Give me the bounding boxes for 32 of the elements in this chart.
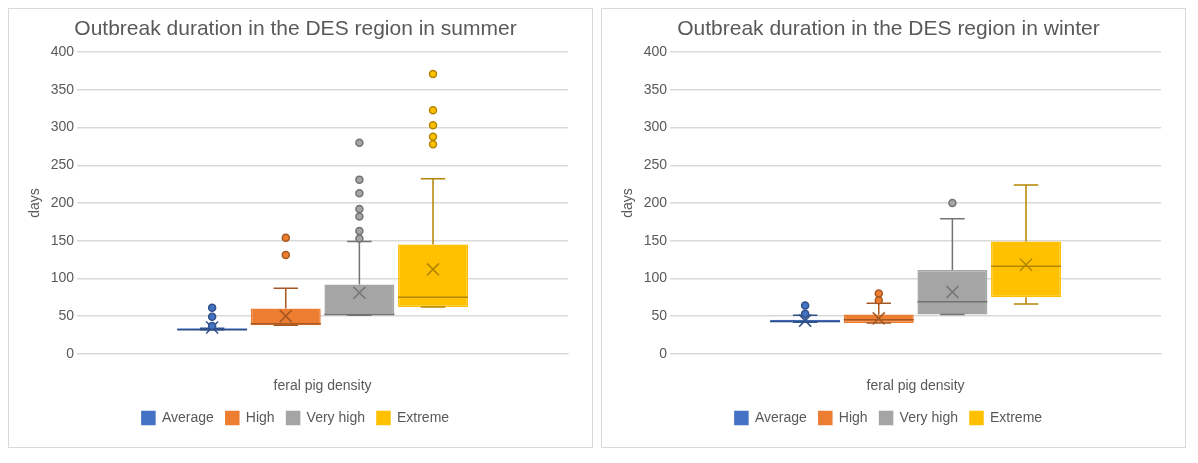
y-tick-label: 200 [643, 193, 668, 210]
y-tick-label: 300 [50, 118, 75, 135]
chart-title: Outbreak duration in the DES region in winter [677, 16, 1100, 40]
y-axis-title: days [619, 188, 636, 218]
legend-label: Extreme [989, 408, 1043, 425]
y-tick-label: 100 [643, 269, 668, 286]
y-axis-title: days [26, 188, 43, 218]
legend-label: High [838, 408, 868, 425]
y-tick-label: 0 [66, 344, 75, 361]
legend-label: Very high [899, 408, 958, 425]
y-tick-label: 350 [50, 80, 75, 97]
y-tick-label: 200 [50, 193, 75, 210]
y-tick-label: 250 [643, 156, 668, 173]
y-tick-label: 400 [50, 43, 75, 60]
x-axis-title: feral pig density [273, 377, 372, 394]
y-tick-label: 150 [643, 231, 668, 248]
y-tick-label: 350 [643, 80, 668, 97]
x-axis-title: feral pig density [866, 377, 965, 394]
chart-title: Outbreak duration in the DES region in summer [74, 16, 517, 40]
y-tick-label: 400 [643, 43, 668, 60]
y-tick-label: 300 [643, 118, 668, 135]
legend-label: High [245, 408, 275, 425]
y-tick-label: 0 [659, 344, 668, 361]
y-tick-label: 150 [50, 231, 75, 248]
legend-label: Average [161, 408, 215, 425]
legend-label: Extreme [396, 408, 450, 425]
y-tick-label: 250 [50, 156, 75, 173]
y-tick-label: 50 [58, 306, 75, 323]
legend-label: Average [754, 408, 808, 425]
y-tick-label: 100 [50, 269, 75, 286]
y-tick-label: 50 [651, 306, 668, 323]
legend-label: Very high [306, 408, 365, 425]
